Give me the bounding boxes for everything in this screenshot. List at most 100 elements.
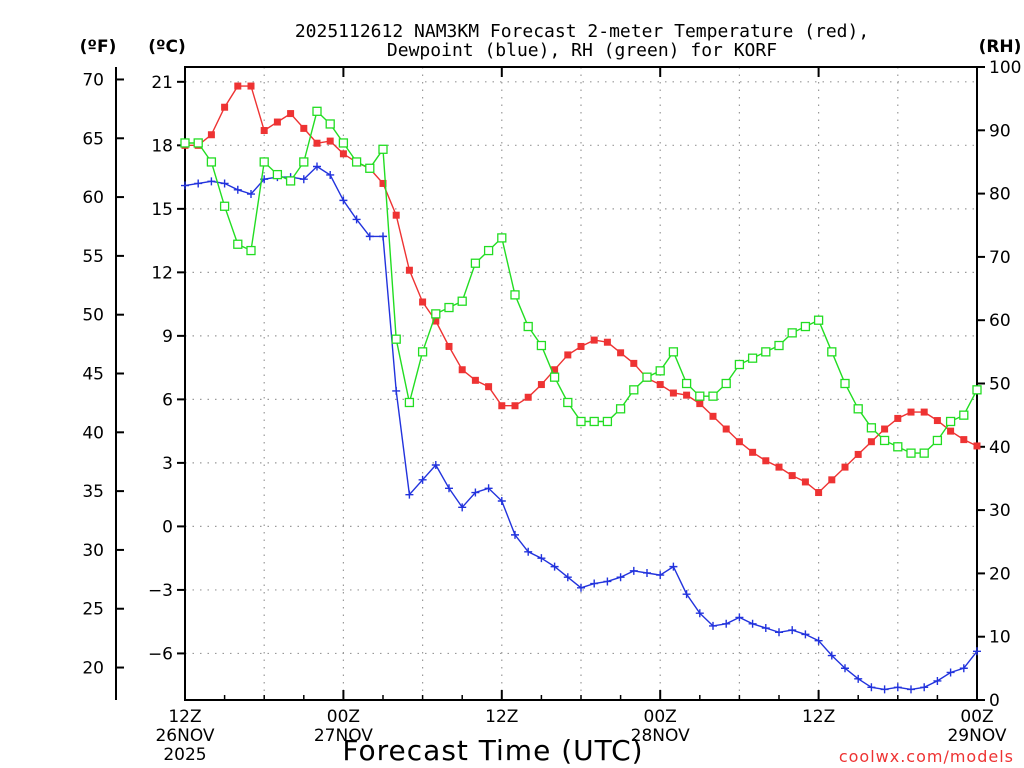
temperature-point — [828, 476, 836, 484]
rh-point — [351, 157, 362, 167]
temperature-point — [234, 82, 242, 90]
rh-point — [470, 258, 481, 268]
celsius-tick-label: 9 — [162, 327, 173, 347]
rh-point — [774, 340, 784, 351]
celsius-tick-label: 0 — [162, 517, 173, 537]
temperature-point — [326, 137, 334, 145]
fahrenheit-tick-label: 50 — [82, 306, 104, 326]
fahrenheit-tick-label: 40 — [82, 423, 104, 443]
dewpoint-point — [497, 496, 506, 505]
rh-point — [589, 416, 599, 427]
rh-point — [655, 366, 665, 376]
rh-point — [813, 315, 824, 325]
temperature-point — [221, 103, 229, 111]
rh-point — [219, 201, 230, 211]
rh-point — [681, 378, 692, 389]
temperature-point — [722, 425, 730, 433]
dewpoint-point — [181, 181, 189, 190]
rh-point — [866, 423, 877, 433]
dewpoint-point — [563, 573, 572, 582]
rh-point — [259, 157, 269, 167]
dewpoint-point — [445, 484, 453, 493]
temperature-point — [273, 118, 281, 126]
temperature-point — [207, 131, 215, 139]
rh-point — [642, 372, 652, 382]
rh-point — [272, 169, 283, 180]
chart-title-line-2: Dewpoint (blue), RH (green) for KORF — [387, 40, 777, 61]
rh-point — [299, 157, 309, 167]
rh-tick-label: 100 — [989, 58, 1021, 78]
temperature-point — [775, 463, 783, 471]
dewpoint-point — [761, 624, 770, 633]
dewpoint-point — [550, 562, 559, 571]
rh-point — [510, 290, 520, 300]
dewpoint-point — [973, 647, 981, 656]
rh-point — [233, 239, 243, 249]
dewpoint-point — [339, 196, 348, 205]
temperature-point — [551, 366, 559, 374]
x-tick-label: 12Z — [168, 707, 201, 727]
dewpoint-point — [431, 461, 440, 470]
dewpoint-point — [524, 547, 533, 556]
dewpoint-point — [880, 685, 889, 694]
fahrenheit-tick-label: 25 — [82, 600, 104, 620]
temperature-point — [973, 442, 981, 450]
dewpoint-point — [748, 619, 757, 628]
fahrenheit-tick-label: 35 — [82, 482, 104, 502]
dewpoint-point — [326, 170, 335, 179]
rh-point — [523, 321, 533, 332]
fahrenheit-tick-label: 60 — [82, 188, 104, 208]
rh-point — [246, 245, 256, 256]
temperature-point — [564, 351, 572, 359]
rh-point — [840, 378, 850, 389]
rh-point — [919, 448, 929, 458]
temperature-point — [656, 381, 664, 389]
rh-point — [285, 176, 296, 186]
chart-title-line-1: 2025112612 NAM3KM Forecast 2-meter Tempe… — [295, 21, 869, 42]
celsius-tick-label: −3 — [148, 581, 173, 601]
dewpoint-point — [907, 685, 915, 694]
dewpoint-point — [920, 683, 929, 692]
axes: −6−3036912151821202530354045505560657001… — [82, 58, 1021, 765]
dewpoint-point — [722, 619, 731, 628]
dewpoint-point — [814, 636, 823, 645]
dewpoint-point — [484, 484, 493, 493]
dewpoint-point — [933, 676, 942, 685]
rh-point — [615, 404, 626, 414]
dewpoint-point — [247, 190, 255, 199]
temperature-point — [815, 489, 823, 497]
fahrenheit-unit-label: (ºF) — [80, 37, 117, 57]
temperature-point — [590, 336, 598, 344]
rh-tick-label: 40 — [989, 438, 1011, 458]
temperature-point — [313, 139, 321, 147]
x-tick-label: 00Z — [644, 707, 677, 727]
dewpoint-point — [682, 590, 691, 599]
temperature-point — [511, 402, 519, 410]
temperature-point — [577, 342, 585, 350]
dewpoint-point — [590, 579, 599, 588]
rh-point — [761, 347, 771, 357]
dewpoint-point — [946, 668, 955, 677]
temperature-point — [801, 478, 809, 486]
x-tick-label: 00Z — [327, 707, 360, 727]
temperature-point — [960, 436, 968, 444]
dewpoint-point — [418, 475, 427, 484]
temperature-point — [392, 211, 400, 219]
temperature-point — [247, 82, 255, 90]
rh-point — [708, 391, 718, 401]
temperature-point — [696, 400, 704, 408]
rh-point — [629, 385, 639, 395]
rh-point — [431, 309, 441, 319]
temperature-point — [260, 127, 268, 135]
temperature-point — [841, 463, 849, 471]
dewpoint-point — [893, 683, 902, 692]
temperature-point — [683, 391, 691, 399]
dewpoint-point — [709, 621, 717, 630]
rh-point — [563, 397, 573, 408]
dewpoint-point — [577, 583, 585, 592]
temperature-point — [379, 179, 387, 187]
x-axis-title: Forecast Time (UTC) — [342, 734, 643, 767]
x-tick-label: 29NOV — [947, 726, 1006, 746]
x-tick-label: 27NOV — [314, 726, 373, 746]
